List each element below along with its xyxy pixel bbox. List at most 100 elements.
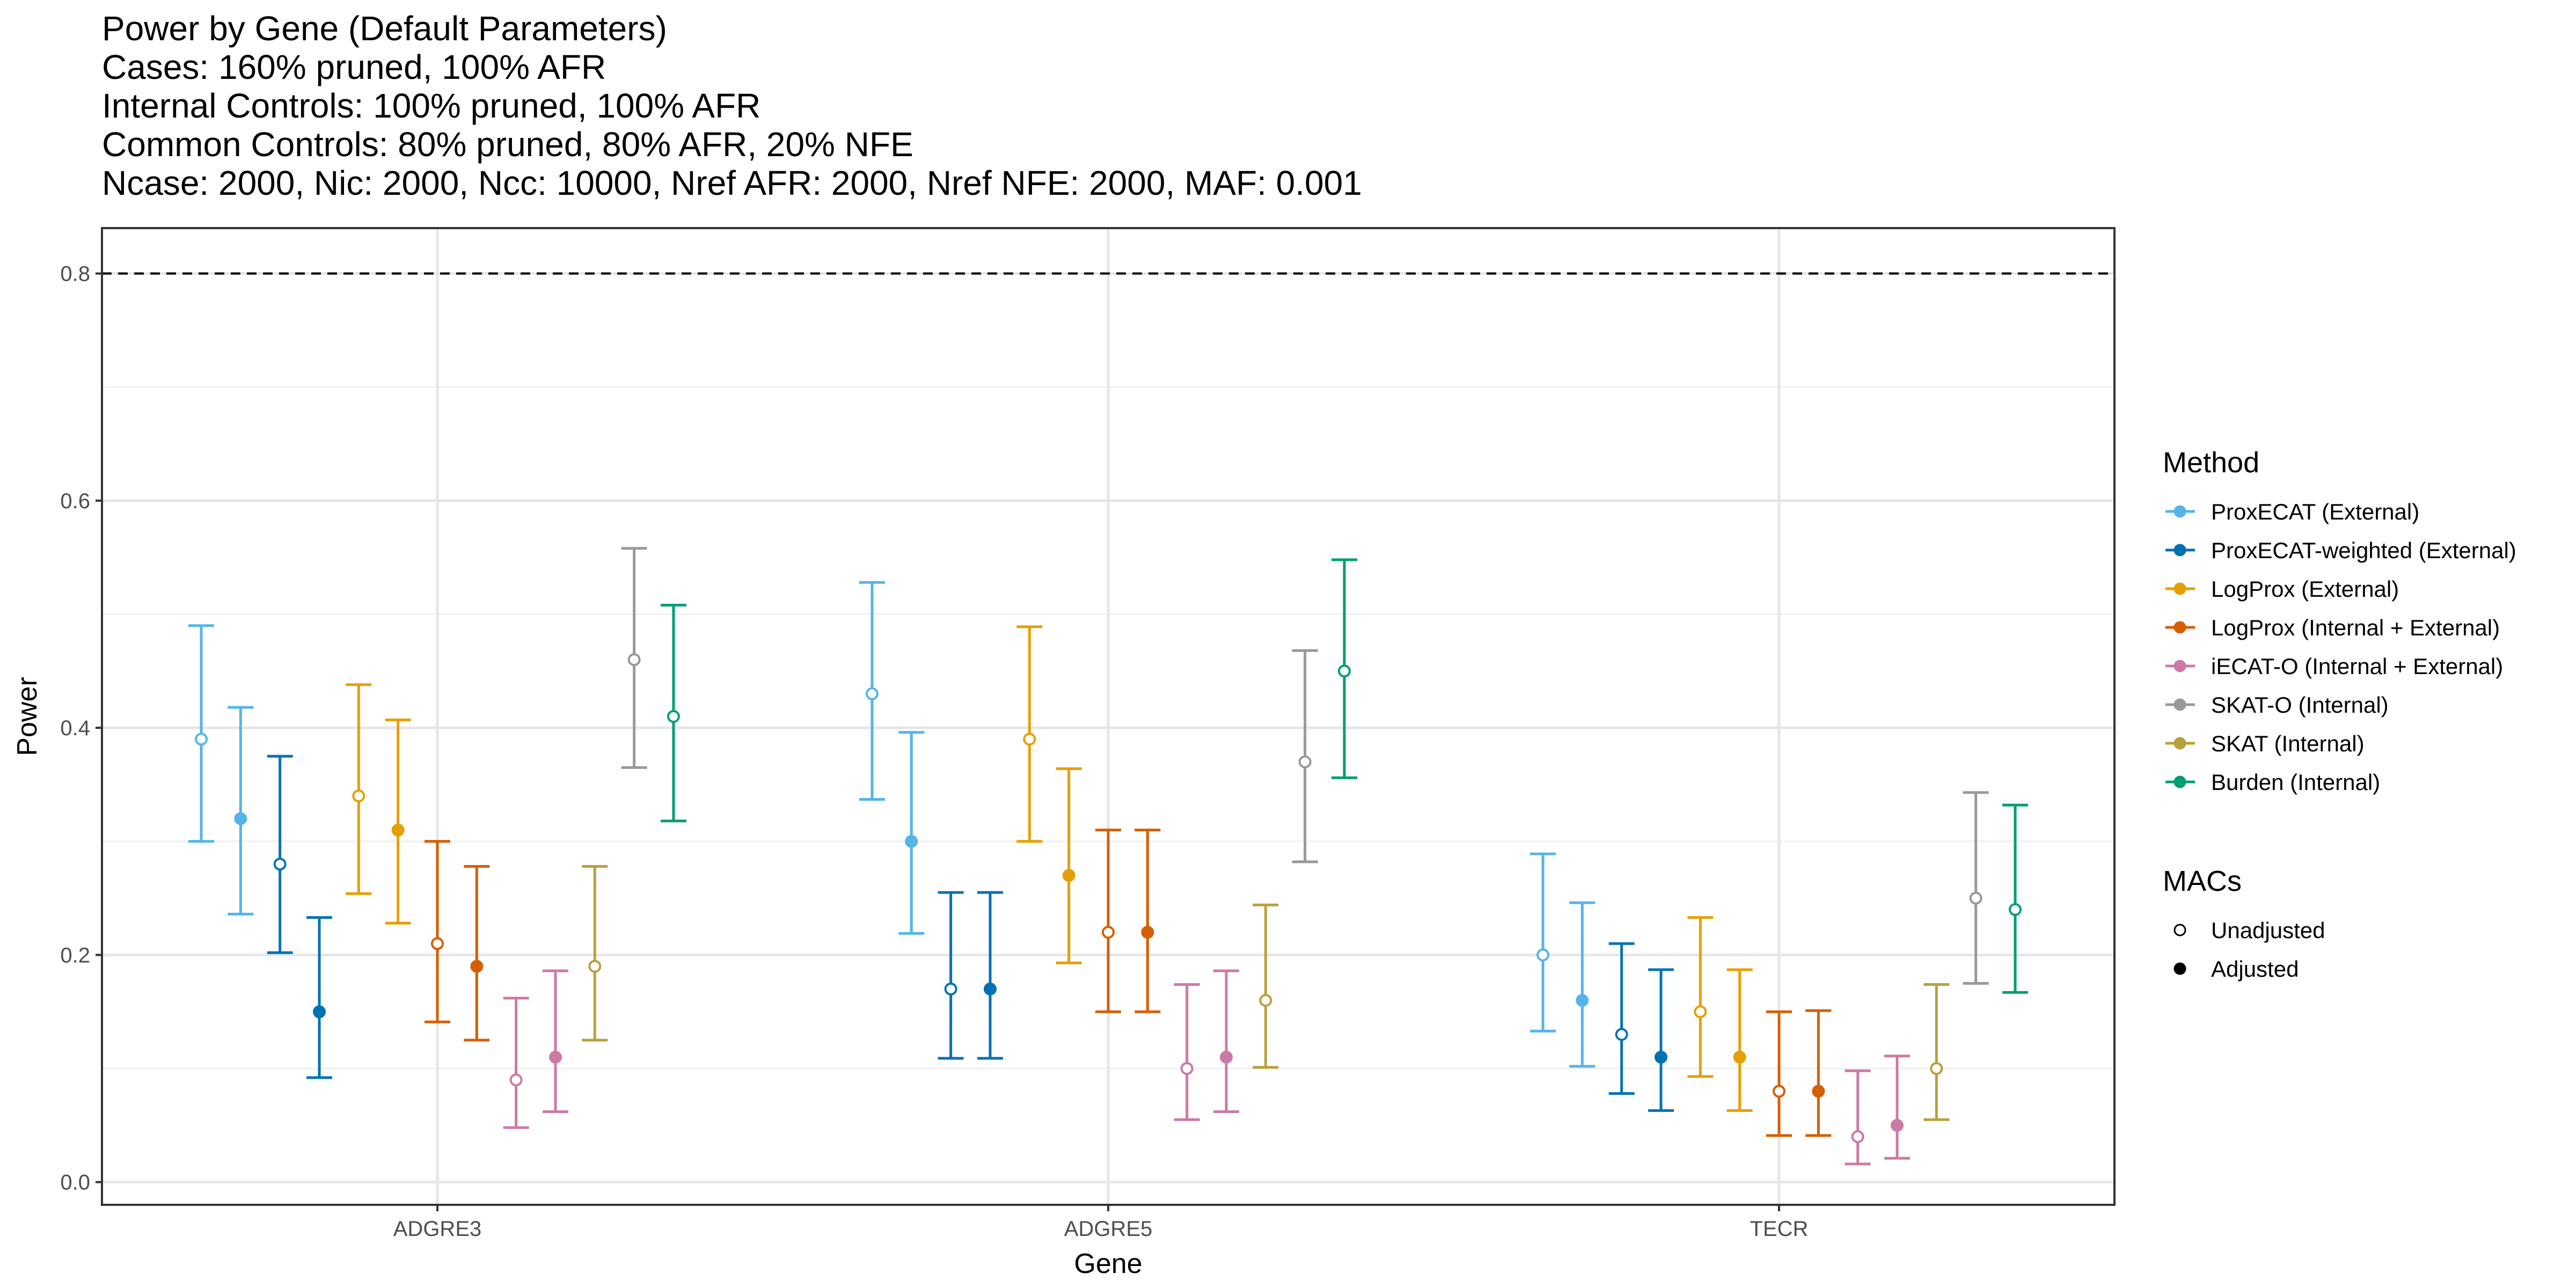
unadjusted-point [352, 789, 365, 803]
point-TECR-5 [1726, 968, 1753, 1112]
legend: Method ProxECAT (External) ProxECAT-weight… [2163, 447, 2516, 982]
legend-key-point [2174, 582, 2186, 595]
unadjusted-point [1180, 1062, 1194, 1075]
adjusted-point [1891, 1118, 1904, 1132]
title-line-4: Common Controls: 80% pruned, 80% AFR, 20… [102, 125, 913, 164]
macs-legend-item: Unadjusted [2174, 918, 2325, 943]
macs-legend-item: Adjusted [2174, 956, 2299, 982]
point-ADGRE5-11 [1292, 649, 1318, 863]
point-TECR-8 [1845, 1069, 1871, 1166]
macs-legend-title: MACs [2163, 865, 2242, 897]
adjusted-point [1141, 926, 1154, 939]
method-legend-item: LogProx (Internal + External) [2165, 615, 2500, 640]
point-ADGRE3-3 [306, 916, 332, 1079]
point-ADGRE3-5 [385, 718, 411, 925]
method-legend-label: LogProx (External) [2211, 576, 2399, 602]
plot-panel [102, 228, 2114, 1205]
point-TECR-7 [1805, 1009, 1832, 1137]
x-axis-title: Gene [1074, 1248, 1142, 1279]
adjusted-point [1220, 1050, 1233, 1064]
unadjusted-point [509, 1073, 523, 1087]
legend-key-point [2174, 621, 2186, 634]
adjusted-point [549, 1050, 562, 1064]
method-legend-label: ProxECAT (External) [2211, 499, 2419, 524]
adjusted-point [984, 982, 997, 996]
adjusted-point [1812, 1085, 1825, 1098]
point-ADGRE5-3 [977, 891, 1003, 1060]
unadjusted-point [588, 960, 602, 973]
point-ADGRE3-7 [464, 865, 490, 1042]
method-legend-label: SKAT (Internal) [2211, 731, 2365, 756]
axes: 0.0 0.2 0.4 0.6 0.8 ADGRE3 ADGRE5 TECR Gene Power [12, 227, 2116, 1279]
point-ADGRE3-8 [503, 997, 529, 1129]
adjusted-point [1062, 869, 1075, 882]
point-ADGRE5-0 [859, 581, 885, 801]
unadjusted-point [627, 653, 641, 667]
method-legend-item: SKAT-O (Internal) [2165, 692, 2389, 718]
unadjusted-point [1773, 1085, 1785, 1098]
method-legend-label: SKAT-O (Internal) [2211, 692, 2389, 718]
method-legend-label: iECAT-O (Internal + External) [2211, 654, 2503, 679]
unadjusted-point [1102, 926, 1115, 939]
x-tick-label: TECR [1750, 1217, 1809, 1241]
point-TECR-2 [1608, 942, 1635, 1095]
adjusted-point [313, 1005, 326, 1019]
point-ADGRE3-9 [543, 969, 568, 1113]
method-legend-item: LogProx (External) [2165, 576, 2399, 602]
x-tick-label: ADGRE5 [1064, 1217, 1153, 1241]
unadjusted-point [431, 937, 444, 950]
point-ADGRE3-12 [661, 604, 686, 823]
adjusted-point [234, 812, 247, 825]
unadjusted-point [866, 687, 879, 700]
y-tick-label: 0.2 [60, 943, 90, 967]
adjusted-point [1655, 1050, 1667, 1064]
filled-circle-key [2174, 962, 2186, 975]
adjusted-point [470, 960, 484, 973]
method-legend-item: SKAT (Internal) [2165, 731, 2365, 756]
unadjusted-point [1259, 994, 1272, 1007]
point-ADGRE3-0 [188, 624, 214, 843]
point-ADGRE3-1 [228, 706, 254, 916]
chart-title: Power by Gene (Default Parameters)Cases:… [102, 9, 1362, 202]
y-tick-label: 0.8 [60, 262, 90, 286]
unadjusted-point [1694, 1005, 1707, 1019]
unadjusted-point [1298, 755, 1312, 769]
legend-key-point [2174, 505, 2186, 518]
point-ADGRE5-6 [1095, 829, 1121, 1013]
method-legend-label: LogProx (Internal + External) [2211, 615, 2500, 640]
point-ADGRE3-11 [621, 547, 647, 769]
legend-key-point [2174, 544, 2186, 557]
point-ADGRE5-2 [938, 891, 964, 1060]
point-ADGRE5-7 [1135, 829, 1161, 1013]
unadjusted-point [1338, 664, 1351, 678]
legend-key-point [2174, 775, 2186, 788]
point-TECR-3 [1648, 968, 1674, 1112]
unadjusted-point [667, 710, 680, 723]
point-ADGRE5-12 [1331, 558, 1357, 779]
y-axis-title: Power [12, 677, 43, 756]
method-legend-title: Method [2163, 447, 2259, 479]
point-ADGRE5-4 [1016, 625, 1043, 843]
point-ADGRE5-10 [1253, 903, 1279, 1069]
point-ADGRE5-9 [1213, 969, 1239, 1113]
point-TECR-1 [1569, 901, 1596, 1068]
legend-key-point [2174, 698, 2186, 711]
title-line-1: Power by Gene (Default Parameters) [102, 9, 667, 48]
adjusted-point [905, 835, 918, 848]
method-legend-item: Burden (Internal) [2165, 770, 2380, 795]
point-ADGRE5-8 [1174, 983, 1200, 1121]
point-ADGRE3-6 [425, 840, 450, 1023]
unadjusted-point [1851, 1130, 1864, 1144]
point-ADGRE5-5 [1056, 767, 1082, 964]
title-line-5: Ncase: 2000, Nic: 2000, Ncc: 10000, Nref… [102, 164, 1362, 202]
macs-legend-label: Adjusted [2211, 956, 2299, 982]
point-TECR-6 [1766, 1010, 1792, 1137]
x-tick-label: ADGRE3 [393, 1217, 482, 1241]
unadjusted-point [1536, 948, 1549, 962]
title-line-2: Cases: 160% pruned, 100% AFR [102, 48, 606, 86]
unadjusted-point [1969, 891, 1982, 905]
open-circle-key [2174, 924, 2186, 936]
y-tick-label: 0.0 [60, 1171, 90, 1195]
legend-key-point [2174, 660, 2186, 672]
